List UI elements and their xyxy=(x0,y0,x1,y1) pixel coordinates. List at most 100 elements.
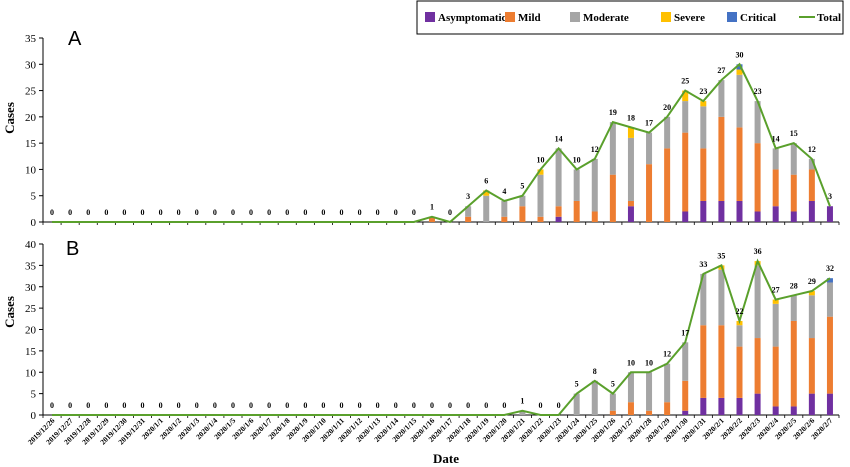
bar-asymptomatic xyxy=(808,393,815,415)
total-value-label: 0 xyxy=(466,401,470,410)
bar-severe xyxy=(537,169,544,175)
legend-swatch-severe xyxy=(661,12,671,22)
total-value-label: 5 xyxy=(611,380,615,389)
bar-moderate xyxy=(609,122,616,175)
bar-moderate xyxy=(519,410,526,415)
bar-moderate xyxy=(664,116,671,149)
bar-moderate xyxy=(501,200,508,217)
bar-asymptomatic xyxy=(700,200,707,222)
bar-asymptomatic xyxy=(754,393,761,415)
bar-critical xyxy=(736,64,743,70)
bar-asymptomatic xyxy=(790,406,797,415)
total-value-label: 0 xyxy=(86,208,90,217)
total-value-label: 0 xyxy=(141,401,145,410)
total-value-label: 27 xyxy=(717,66,725,75)
total-value-label: 25 xyxy=(681,77,689,86)
bar-mild xyxy=(573,200,580,222)
bar-mild xyxy=(718,325,725,398)
total-value-label: 12 xyxy=(663,350,671,359)
total-value-label: 17 xyxy=(645,119,653,128)
bar-mild xyxy=(646,410,653,415)
total-value-label: 6 xyxy=(484,176,488,185)
bar-severe xyxy=(483,190,490,196)
legend-swatch-mild xyxy=(505,12,515,22)
total-value-label: 20 xyxy=(663,103,671,112)
total-value-label: 0 xyxy=(394,208,398,217)
bar-mild xyxy=(772,346,779,407)
bar-moderate xyxy=(718,80,725,117)
panel-label: A xyxy=(68,28,82,50)
total-value-label: 4 xyxy=(502,187,506,196)
total-value-label: 0 xyxy=(231,208,235,217)
total-value-label: 18 xyxy=(627,113,635,122)
bar-asymptomatic xyxy=(772,406,779,415)
bar-moderate xyxy=(646,132,653,165)
bar-moderate xyxy=(591,158,598,212)
total-value-label: 19 xyxy=(609,108,617,117)
total-value-label: 0 xyxy=(177,401,181,410)
bar-mild xyxy=(537,216,544,222)
y-tick-label: 30 xyxy=(25,59,37,71)
bar-asymptomatic xyxy=(772,206,779,222)
bar-asymptomatic xyxy=(826,206,833,222)
total-value-label: 0 xyxy=(213,401,217,410)
y-tick-label: 15 xyxy=(25,138,37,150)
bar-mild xyxy=(790,320,797,407)
bar-mild xyxy=(700,148,707,201)
bar-moderate xyxy=(808,158,815,170)
legend-swatch-critical xyxy=(727,12,737,22)
legend-label-total: Total xyxy=(817,12,841,24)
bar-mild xyxy=(736,127,743,201)
total-value-label: 0 xyxy=(484,401,488,410)
total-value-label: 3 xyxy=(828,192,832,201)
y-tick-label: 5 xyxy=(31,389,37,401)
total-value-label: 0 xyxy=(285,401,289,410)
bar-moderate xyxy=(646,372,653,411)
bar-asymptomatic xyxy=(736,397,743,415)
legend-label-critical: Critical xyxy=(740,12,776,24)
bar-asymptomatic xyxy=(790,211,797,222)
total-value-label: 0 xyxy=(448,208,452,217)
total-value-label: 17 xyxy=(681,328,689,337)
total-value-label: 27 xyxy=(772,286,780,295)
total-value-label: 0 xyxy=(340,208,344,217)
panel-label: B xyxy=(66,238,79,260)
y-tick-label: 0 xyxy=(31,217,37,229)
total-value-label: 0 xyxy=(159,401,163,410)
bar-asymptomatic xyxy=(754,211,761,222)
bar-severe xyxy=(772,299,779,304)
bar-asymptomatic xyxy=(555,216,562,222)
total-value-label: 29 xyxy=(808,277,816,286)
total-value-label: 1 xyxy=(430,203,434,212)
y-axis-label-a: Cases xyxy=(2,102,17,134)
total-value-label: 0 xyxy=(303,401,307,410)
total-value-label: 23 xyxy=(699,87,707,96)
total-value-label: 33 xyxy=(699,260,707,269)
bar-moderate xyxy=(772,303,779,347)
total-value-label: 0 xyxy=(376,401,380,410)
total-value-label: 23 xyxy=(754,87,762,96)
bar-critical xyxy=(826,278,833,283)
total-value-label: 10 xyxy=(627,358,635,367)
total-value-label: 0 xyxy=(177,208,181,217)
bar-moderate xyxy=(736,74,743,128)
total-value-label: 0 xyxy=(448,401,452,410)
bar-mild xyxy=(519,206,526,222)
bar-severe xyxy=(682,90,689,102)
total-value-label: 0 xyxy=(394,401,398,410)
bar-mild xyxy=(754,143,761,212)
bar-asymptomatic xyxy=(718,397,725,415)
total-value-label: 0 xyxy=(412,401,416,410)
total-value-label: 0 xyxy=(340,401,344,410)
bar-mild xyxy=(609,410,616,415)
total-value-label: 0 xyxy=(358,401,362,410)
bar-mild xyxy=(718,116,725,201)
total-value-label: 0 xyxy=(249,401,253,410)
y-tick-label: 25 xyxy=(25,86,37,98)
bar-moderate xyxy=(627,372,634,403)
total-value-label: 30 xyxy=(736,50,744,59)
bar-mild xyxy=(609,174,616,222)
bar-moderate xyxy=(519,195,526,207)
bar-mild xyxy=(700,325,707,398)
y-tick-label: 35 xyxy=(25,33,37,45)
